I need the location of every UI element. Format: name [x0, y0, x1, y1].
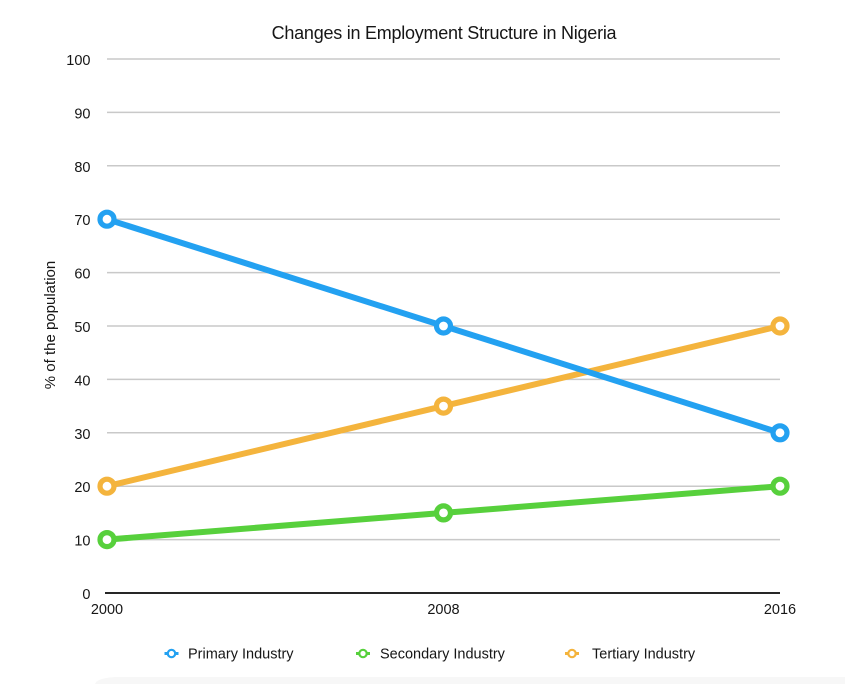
svg-text:2008: 2008 — [427, 602, 459, 618]
svg-text:100: 100 — [66, 53, 90, 69]
svg-text:20: 20 — [74, 480, 90, 496]
svg-text:2016: 2016 — [764, 602, 796, 618]
svg-text:Changes in Employment Structur: Changes in Employment Structure in Niger… — [272, 23, 618, 43]
svg-text:2000: 2000 — [91, 602, 123, 618]
svg-text:60: 60 — [74, 267, 90, 283]
svg-text:Primary Industry: Primary Industry — [188, 647, 294, 663]
svg-text:Tertiary Industry: Tertiary Industry — [592, 647, 696, 663]
svg-text:0: 0 — [82, 587, 90, 603]
svg-text:% of the population: % of the population — [42, 261, 59, 389]
svg-text:90: 90 — [74, 106, 90, 122]
svg-text:50: 50 — [74, 320, 90, 336]
svg-text:70: 70 — [74, 213, 90, 229]
svg-text:40: 40 — [74, 373, 90, 389]
svg-text:10: 10 — [74, 534, 90, 550]
svg-text:80: 80 — [74, 160, 90, 176]
svg-text:Secondary Industry: Secondary Industry — [380, 647, 506, 663]
svg-text:30: 30 — [74, 427, 90, 443]
